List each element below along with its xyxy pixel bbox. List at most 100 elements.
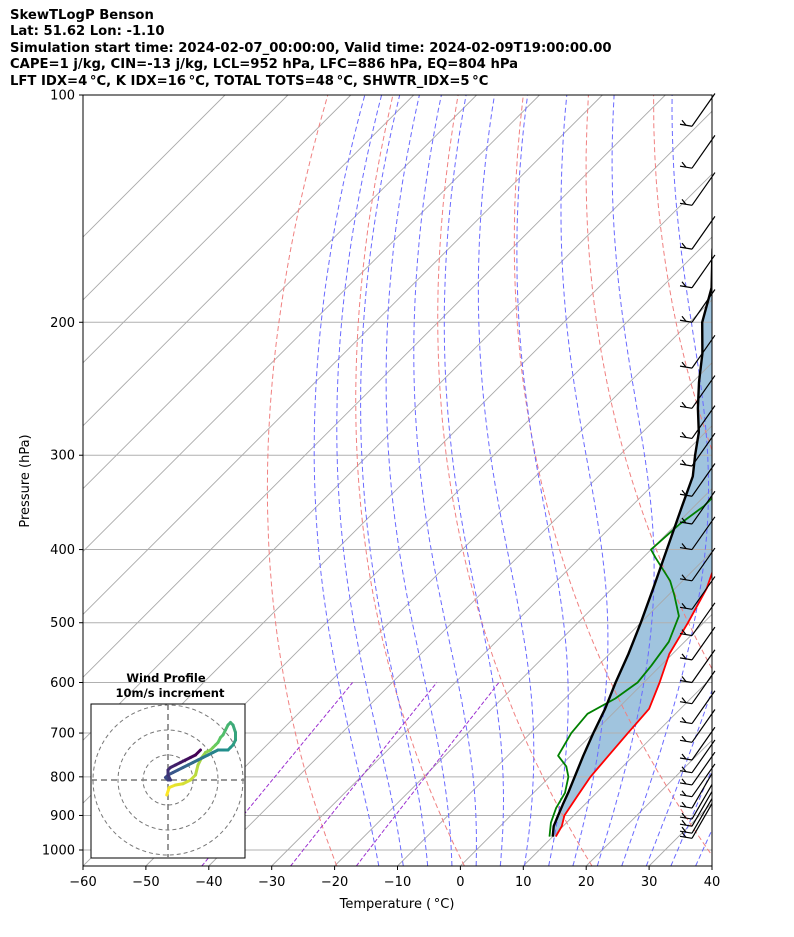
hodograph-segment (194, 748, 202, 757)
wind-barb (679, 172, 716, 206)
isotherm-line (460, 613, 712, 866)
x-tick-label: −10 (384, 875, 411, 890)
dry-adiabat (513, 95, 712, 857)
wind-barb (679, 576, 716, 610)
x-tick-label: −50 (132, 875, 159, 890)
wind-barb (679, 405, 716, 440)
dry-adiabat (585, 95, 712, 670)
wind-barb (679, 626, 716, 661)
x-tick-label: −20 (321, 875, 348, 890)
x-axis-label: Temperature ( °C) (339, 897, 455, 912)
x-tick-label: −30 (258, 875, 285, 890)
temperature-line (555, 570, 712, 838)
hodograph-subtitle: 10m/s increment (116, 686, 225, 700)
isotherm-line (83, 95, 603, 616)
y-tick-label: 500 (50, 616, 75, 631)
x-tick-label: 30 (641, 875, 658, 890)
parcel-line (551, 246, 712, 837)
moist-adiabat (670, 767, 712, 866)
wind-barb (679, 547, 716, 582)
isotherm-line (83, 95, 477, 490)
wind-barb (679, 516, 716, 551)
y-tick-label: 600 (50, 676, 75, 691)
dry-adiabat (653, 95, 712, 452)
moist-adiabat (645, 688, 712, 866)
hodograph-segment (194, 763, 200, 777)
wind-barb (679, 254, 716, 289)
x-tick-label: 0 (456, 875, 464, 890)
chart-title: SkewTLogP Benson (10, 8, 154, 23)
wind-barb (679, 490, 716, 525)
y-tick-label: 1000 (42, 844, 75, 859)
dry-adiabat (437, 95, 593, 866)
wind-barbs (679, 93, 716, 839)
wind-barb (679, 93, 716, 127)
wind-barb (679, 670, 716, 705)
wind-barb (679, 739, 716, 774)
wind-barb (679, 751, 716, 786)
wind-barb (679, 803, 713, 839)
x-tick-label: −40 (195, 875, 222, 890)
y-tick-label: 800 (50, 770, 75, 785)
x-tick-label: 10 (515, 875, 532, 890)
isotherm-line (83, 110, 712, 741)
isotherm-line (334, 487, 712, 866)
wind-barb (679, 798, 713, 834)
y-tick-label: 900 (50, 809, 75, 824)
wind-barb (679, 602, 716, 637)
wind-barb (679, 763, 716, 798)
wind-barb (679, 726, 716, 761)
wind-barb (679, 334, 716, 369)
wind-barb (679, 375, 716, 409)
moist-adiabat (621, 95, 709, 866)
isotherm-line (397, 550, 712, 866)
cape-area (552, 270, 712, 837)
y-tick-label: 700 (50, 727, 75, 742)
wind-barb (679, 135, 716, 169)
wind-barb (679, 432, 716, 467)
wind-barb (679, 791, 713, 827)
background-lines (83, 95, 794, 866)
x-tick-label: 20 (578, 875, 595, 890)
moist-adiabat (516, 95, 569, 866)
isotherm-line (208, 362, 712, 866)
moist-adiabat (313, 95, 380, 866)
wind-barb (679, 463, 716, 497)
y-axis-label: Pressure (hPa) (18, 434, 33, 527)
y-tick-label: 100 (50, 89, 75, 104)
isotherm-line (775, 95, 794, 866)
moist-adiabat (336, 95, 404, 866)
dry-adiabat (355, 95, 465, 866)
hodograph-inset: Wind Profile 10m/s increment (90, 671, 246, 859)
isotherm-line (271, 425, 712, 866)
moist-adiabat (385, 95, 453, 866)
dewpoint-line (548, 496, 712, 837)
location-line: Lat: 51.62 Lon: -1.10 (10, 24, 165, 40)
isotherm-line (522, 676, 712, 866)
isotherm-line (145, 299, 712, 866)
isotherm-line (83, 95, 415, 427)
mixing-ratio-line (355, 682, 500, 866)
y-tick-label: 300 (50, 449, 75, 464)
wind-barb (679, 690, 716, 725)
wind-barb (679, 709, 716, 743)
isotherm-line (83, 95, 289, 301)
wind-barb (679, 649, 716, 684)
dry-adiabat (784, 95, 794, 866)
cape-shading (552, 270, 712, 837)
moist-adiabat (596, 95, 655, 866)
dry-adiabat (719, 95, 794, 866)
isotherm-line (83, 95, 352, 364)
axis-ticks: −60 −50 −40 −30 −20 −10 0 10 20 30 40 100 200 300 400 5… (42, 89, 720, 891)
chart-header: SkewTLogP Benson Lat: 51.62 Lon: -1.10 S… (10, 8, 612, 90)
x-tick-label: −60 (69, 875, 96, 890)
isotherm-line (83, 95, 540, 553)
isotherm-line (83, 95, 666, 678)
moist-adiabat (413, 95, 477, 866)
mixing-ratio-line (290, 682, 438, 866)
y-tick-label: 400 (50, 543, 75, 558)
moist-adiabat (720, 95, 794, 866)
hodograph-title: Wind Profile (126, 671, 206, 685)
moist-adiabat (477, 95, 535, 866)
